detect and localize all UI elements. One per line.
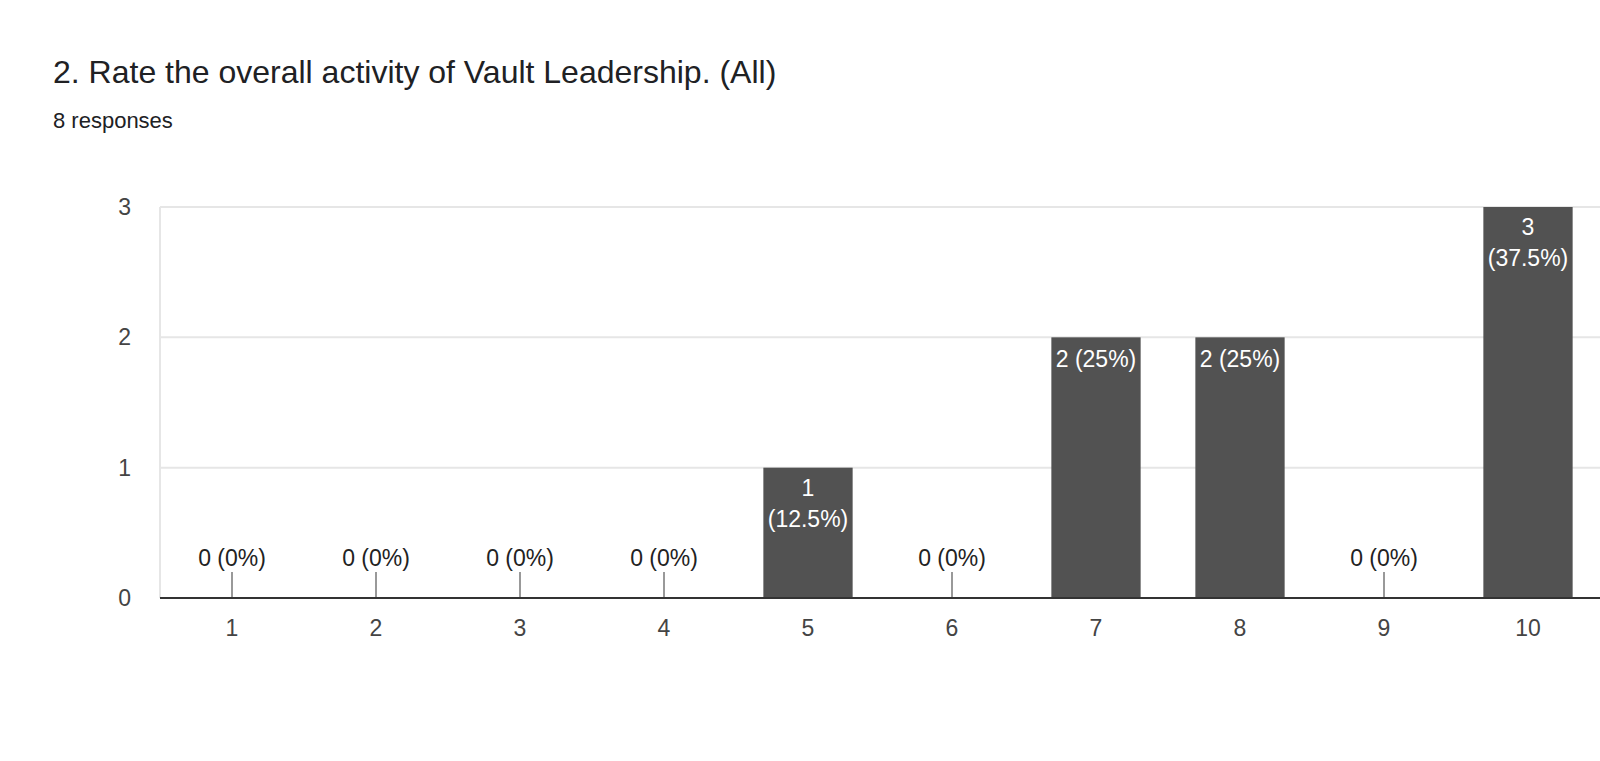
data-label-line: (37.5%) bbox=[1488, 245, 1569, 271]
label-leader bbox=[663, 572, 665, 598]
data-label: 1 (12.5%) bbox=[768, 475, 849, 532]
x-tick-label: 3 bbox=[514, 615, 527, 641]
grid-line bbox=[160, 336, 1600, 338]
data-label: 0 (0%) bbox=[630, 545, 698, 571]
data-label: 0 (0%) bbox=[198, 545, 266, 571]
data-label: 0 (0%) bbox=[342, 545, 410, 571]
label-leader bbox=[1383, 572, 1385, 598]
y-tick-label: 1 bbox=[118, 455, 131, 481]
chart-svg: 01230 (0%)0 (0%)0 (0%)0 (0%)1(12.5%)0 (0… bbox=[0, 0, 1600, 761]
x-tick-label: 5 bbox=[802, 615, 815, 641]
data-label-line: 1 bbox=[802, 475, 815, 501]
x-tick-label: 4 bbox=[658, 615, 671, 641]
bar bbox=[1195, 337, 1284, 598]
x-tick-label: 1 bbox=[226, 615, 239, 641]
data-label: 0 (0%) bbox=[918, 545, 986, 571]
y-tick-label: 2 bbox=[118, 324, 131, 350]
data-label: 0 (0%) bbox=[486, 545, 554, 571]
grid-line bbox=[160, 206, 1600, 208]
data-label-line: 3 bbox=[1522, 214, 1535, 240]
label-leader bbox=[951, 572, 953, 598]
bars bbox=[763, 207, 1572, 598]
x-tick-label: 6 bbox=[946, 615, 959, 641]
label-leader bbox=[519, 572, 521, 598]
bar bbox=[1483, 207, 1572, 598]
label-leader bbox=[231, 572, 233, 598]
x-tick-label: 8 bbox=[1234, 615, 1247, 641]
data-label-line: (12.5%) bbox=[768, 506, 849, 532]
x-tick-label: 7 bbox=[1090, 615, 1103, 641]
bar bbox=[1051, 337, 1140, 598]
data-labels: 0 (0%) 0 (0%) 0 (0%) 0 (0%) 1 (12.5%) 0 (0%) 2 … bbox=[198, 214, 1568, 598]
y-tick-label: 3 bbox=[118, 194, 131, 220]
x-tick-label: 9 bbox=[1378, 615, 1391, 641]
chart-title: 2. Rate the overall activity of Vault Le… bbox=[53, 54, 776, 91]
data-label: 2 (25%) bbox=[1200, 346, 1281, 372]
bar bbox=[763, 468, 852, 598]
label-leader bbox=[375, 572, 377, 598]
grid-line bbox=[160, 597, 1600, 599]
y-tick-label: 0 bbox=[118, 585, 131, 611]
x-axis-line bbox=[160, 597, 1600, 599]
data-label: 3 (37.5%) bbox=[1488, 214, 1569, 271]
data-label: 2 (25%) bbox=[1056, 346, 1137, 372]
x-tick-label: 10 bbox=[1515, 615, 1541, 641]
x-tick-label: 2 bbox=[370, 615, 383, 641]
y-axis-line bbox=[159, 207, 161, 598]
data-label: 0 (0%) bbox=[1350, 545, 1418, 571]
grid-line bbox=[160, 467, 1600, 469]
chart-subtitle: 8 responses bbox=[53, 108, 173, 134]
